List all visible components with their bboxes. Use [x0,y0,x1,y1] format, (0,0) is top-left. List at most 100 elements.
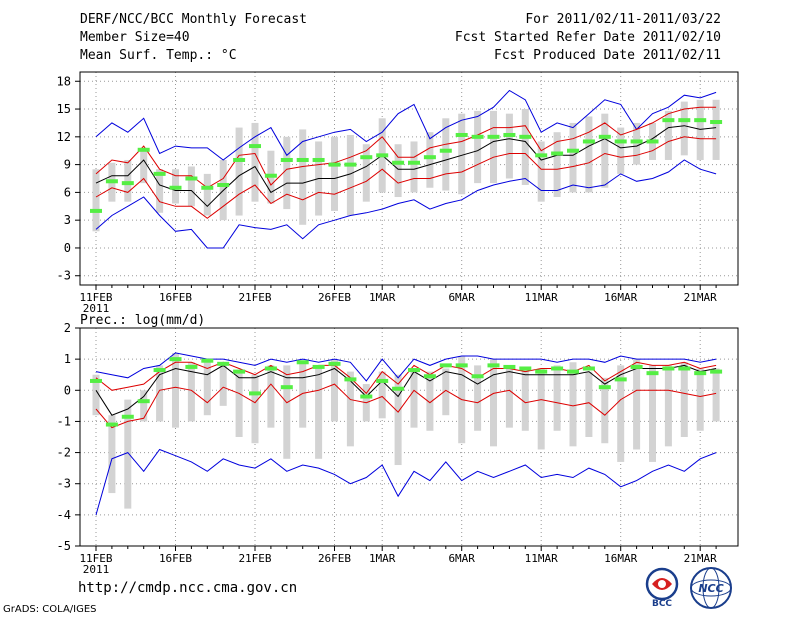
temp-ytick-label: 6 [64,185,71,199]
temp-plot-frame [79,71,739,286]
temp-forecast-marker [678,118,691,123]
temp-forecast-marker [455,132,468,137]
temp-forecast-marker [264,173,277,178]
temp-mean-line [95,125,717,208]
temp-spread-bar [187,166,195,207]
prec-spread-bar [585,371,593,437]
temp-forecast-marker [121,181,134,186]
temp-forecast-marker [153,171,166,176]
prec-mean-line [95,364,717,416]
temp-spread-bar [156,169,164,213]
prec-spread-bar [712,368,720,422]
prec-spread-bar [410,368,418,428]
prec-spread-bar [649,365,656,462]
temp-year-label: 2011 [83,302,110,315]
temp-forecast-marker [551,151,564,156]
temp-forecast-marker [567,148,579,153]
prec-ytick-label: 0 [64,383,71,397]
prec-forecast-marker [105,422,118,427]
temp-spread-bar [633,122,641,165]
prec-forecast-marker [121,414,134,419]
temp-forecast-marker [169,185,182,190]
temp-spread-bar [362,144,370,202]
prec-spread-bar [251,374,259,444]
bcc-logo-ring [645,567,679,601]
temp-forecast-marker [471,134,484,139]
temp-xtick-label: 11MAR [525,291,558,304]
temp-forecast-marker [233,157,246,162]
prec-forecast-marker [153,368,166,373]
prec-ytick-label: 1 [64,352,71,366]
temp-forecast-marker [408,160,420,165]
temp-spread-bar [490,110,497,184]
prec-forecast-marker [296,360,309,365]
prec-plot-frame [79,327,739,547]
temp-spread-bar [569,122,577,193]
prec-forecast-marker [344,377,357,382]
temp-forecast-marker [201,185,214,190]
prec-xtick-label: 26FEB [318,552,351,565]
prec-spread-bar [569,362,577,447]
prec-spread-bar [283,365,291,459]
prec-forecast-marker [392,386,405,391]
source-url: http://cmdp.ncc.cma.gov.cn [78,580,298,596]
prec-spread-bar [124,399,132,509]
temp-ytick-label: 0 [64,241,71,255]
prec-spread-bar [346,371,354,447]
temp-spread-bar [251,122,259,202]
temp-xtick-label: 21FEB [238,291,271,304]
prec-spread-bar [235,371,243,437]
precipitation-panel: -5 -4 -3 -2 -1 0 1 2 11FEB 16FEB 21FEB 26FEB 1MAR 6MA… [57,321,739,576]
prec-spread-bar [299,362,307,428]
prec-forecast-marker [439,363,452,368]
bcc-logo-center [658,580,666,588]
temp-ytick-label: -3 [57,269,71,283]
prec-spread-bar [521,368,529,431]
prec-xtick-label: 16MAR [604,552,637,565]
prec-spread-bar [315,365,323,459]
prec-forecast-marker [280,385,293,390]
prec-forecast-marker [312,364,325,369]
temp-spread-bar [331,136,338,211]
prec-forecast-marker [694,371,707,376]
prec-forecast-marker [551,366,564,371]
prec-forecast-marker [408,368,420,373]
temp-forecast-marker [312,157,325,162]
temp-forecast-marker [90,208,102,213]
temp-spread-bar [474,110,482,184]
temp-spread-bar [92,169,100,232]
prec-forecast-marker [598,385,611,390]
fcst-produced-label: Fcst Produced Date 2011/02/11 [494,48,721,63]
temp-spread-bar [394,144,402,198]
bcc-logo: BCC [645,567,679,608]
prec-xtick-label: 16FEB [159,552,192,565]
prec-spread-bar [140,390,148,422]
prec-ens-max-line [95,352,717,382]
forecast-period-label: For 2011/02/11-2011/03/22 [525,12,721,27]
temp-forecast-marker [646,139,659,144]
variable-label-prec: Prec.: log(mm/d) [80,313,205,328]
temp-xtick-label: 6MAR [448,291,475,304]
prec-spread-bar [601,377,609,444]
temp-forecast-marker [423,155,436,160]
prec-spread-bar [617,365,625,462]
temp-xtick-label: 26FEB [318,291,351,304]
temp-xtick-label: 16MAR [604,291,637,304]
prec-spread-bar [267,365,275,428]
prec-forecast-marker [678,366,691,371]
temp-xtick-label: 11FEB [79,291,112,304]
temp-forecast-marker [296,157,309,162]
temp-spread-bar [140,147,148,184]
temp-forecast-marker [662,118,675,123]
prec-ytick-label: 2 [64,321,71,335]
prec-forecast-marker [503,364,516,369]
prec-spread-bar [172,352,179,428]
prec-xtick-label: 21MAR [684,552,717,565]
prec-year-label: 2011 [83,563,110,576]
temp-spread-bar [458,113,466,195]
prec-xtick-label: 21FEB [238,552,271,565]
prec-forecast-marker [185,364,198,369]
prec-forecast-marker [646,371,659,376]
temp-spread-bar [521,109,529,185]
